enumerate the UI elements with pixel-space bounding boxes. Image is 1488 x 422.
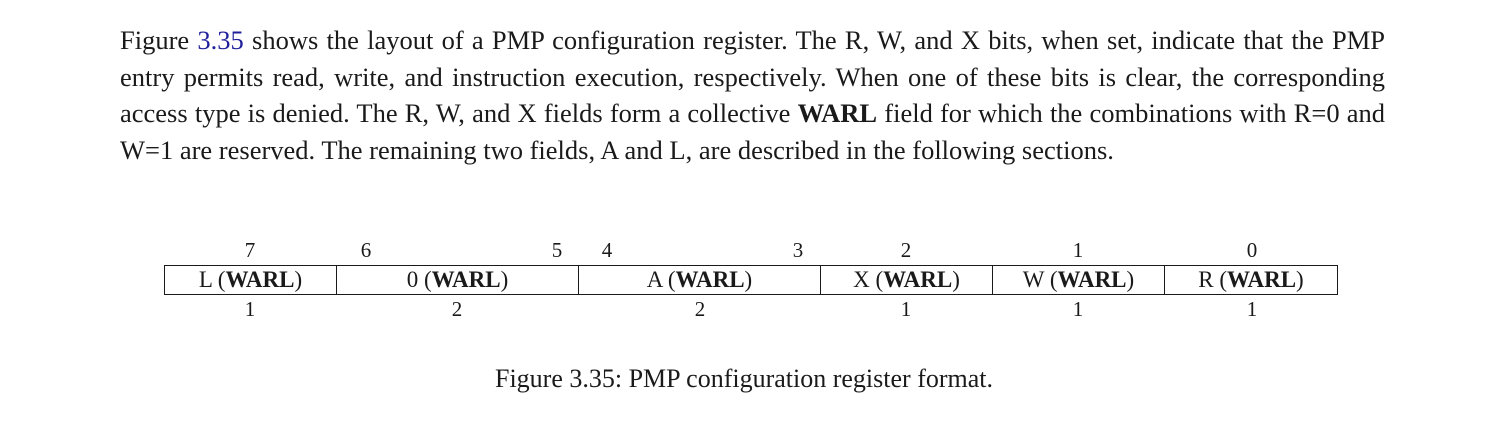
- register-bit-numbers: 7 6 5 4 3 2 1 0: [0, 238, 1488, 262]
- field-name: X: [853, 267, 870, 292]
- field-name: 0: [406, 267, 419, 292]
- register-field-a: A (WARL): [579, 266, 821, 294]
- register-diagram: L (WARL) 0 (WARL) A (WARL) X (WARL) W (W…: [164, 265, 1338, 295]
- field-name: W: [1022, 267, 1045, 292]
- register-field-zero: 0 (WARL): [337, 266, 579, 294]
- bit-number: 6: [360, 238, 372, 262]
- field-type: WARL: [225, 267, 295, 292]
- bit-number: 5: [551, 238, 563, 262]
- field-type: WARL: [883, 267, 953, 292]
- register-field-w: W (WARL): [993, 266, 1165, 294]
- field-name: A: [646, 267, 663, 292]
- bold-term: WARL: [797, 98, 878, 128]
- figure-reference-link[interactable]: 3.35: [197, 25, 244, 55]
- register-field-l: L (WARL): [165, 266, 337, 294]
- field-width: 2: [451, 297, 463, 321]
- field-type: WARL: [1227, 267, 1297, 292]
- field-type: WARL: [1057, 267, 1127, 292]
- field-type: WARL: [675, 267, 745, 292]
- field-width: 1: [900, 297, 912, 321]
- field-width: 1: [1246, 297, 1258, 321]
- field-name: R: [1198, 267, 1214, 292]
- bit-number: 4: [601, 238, 613, 262]
- body-paragraph: Figure 3.35 shows the layout of a PMP co…: [120, 22, 1385, 168]
- paragraph-text: shows the layout of a PMP configuration …: [120, 25, 1386, 128]
- paragraph-text: Figure: [120, 25, 198, 55]
- field-width: 2: [694, 297, 706, 321]
- field-width: 1: [244, 297, 256, 321]
- bit-number: 7: [244, 238, 256, 262]
- paragraph-text: field for which the combinations with R=…: [120, 98, 1385, 165]
- figure-caption: Figure 3.35: PMP configuration register …: [494, 364, 993, 393]
- bit-number: 2: [900, 238, 912, 262]
- field-name: L: [198, 267, 213, 292]
- field-type: WARL: [431, 267, 501, 292]
- field-width: 1: [1072, 297, 1084, 321]
- bit-number: 1: [1072, 238, 1084, 262]
- register-field-x: X (WARL): [821, 266, 993, 294]
- bit-number: 3: [792, 238, 804, 262]
- bit-number: 0: [1246, 238, 1258, 262]
- register-field-r: R (WARL): [1198, 267, 1304, 292]
- register-field-widths: 1 2 2 1 1 1: [0, 297, 1488, 321]
